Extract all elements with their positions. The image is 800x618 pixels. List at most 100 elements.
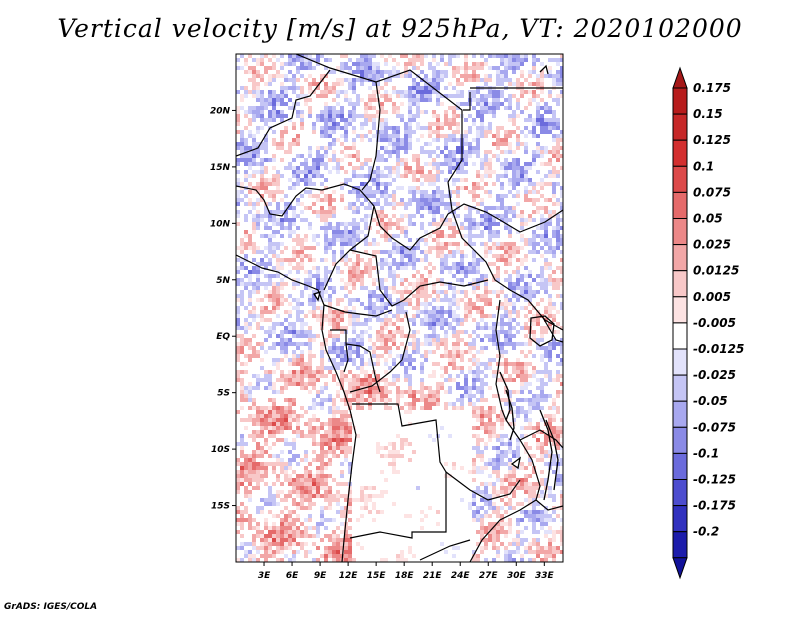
field-cell bbox=[516, 98, 520, 102]
field-cell bbox=[544, 206, 548, 210]
field-cell bbox=[560, 210, 563, 214]
field-cell bbox=[340, 250, 344, 254]
field-cell bbox=[492, 218, 496, 222]
field-cell bbox=[256, 98, 260, 102]
field-cell bbox=[304, 382, 308, 386]
field-cell bbox=[424, 194, 428, 198]
field-cell bbox=[392, 446, 396, 450]
field-cell bbox=[332, 290, 336, 294]
field-cell bbox=[236, 198, 240, 202]
field-cell bbox=[340, 234, 344, 238]
field-cell bbox=[504, 246, 508, 250]
field-cell bbox=[484, 254, 488, 258]
field-cell bbox=[400, 310, 404, 314]
field-cell bbox=[536, 318, 540, 322]
field-cell bbox=[524, 134, 528, 138]
field-cell bbox=[312, 378, 316, 382]
field-cell bbox=[548, 294, 552, 298]
field-cell bbox=[248, 146, 252, 150]
field-cell bbox=[408, 354, 412, 358]
field-cell bbox=[524, 290, 528, 294]
field-cell bbox=[324, 186, 328, 190]
field-cell bbox=[248, 398, 252, 402]
field-cell bbox=[440, 254, 444, 258]
field-cell bbox=[436, 130, 440, 134]
field-cell bbox=[348, 278, 352, 282]
field-cell bbox=[456, 266, 460, 270]
field-cell bbox=[320, 258, 324, 262]
field-cell bbox=[400, 406, 404, 410]
field-cell bbox=[332, 110, 336, 114]
field-cell bbox=[372, 250, 376, 254]
field-cell bbox=[340, 426, 344, 430]
field-cell bbox=[344, 426, 348, 430]
field-cell bbox=[540, 442, 544, 446]
field-cell bbox=[532, 290, 536, 294]
field-cell bbox=[296, 374, 300, 378]
field-cell bbox=[388, 194, 392, 198]
field-cell bbox=[432, 122, 436, 126]
field-cell bbox=[536, 146, 540, 150]
field-cell bbox=[540, 338, 544, 342]
field-cell bbox=[364, 266, 368, 270]
field-cell bbox=[392, 246, 396, 250]
field-cell bbox=[528, 418, 532, 422]
field-cell bbox=[264, 406, 268, 410]
field-cell bbox=[380, 94, 384, 98]
field-cell bbox=[240, 418, 244, 422]
field-cell bbox=[420, 174, 424, 178]
field-cell bbox=[308, 150, 312, 154]
field-cell bbox=[376, 330, 380, 334]
field-cell bbox=[392, 270, 396, 274]
field-cell bbox=[540, 226, 544, 230]
field-cell bbox=[540, 390, 544, 394]
field-cell bbox=[248, 434, 252, 438]
field-cell bbox=[304, 470, 308, 474]
field-cell bbox=[376, 114, 380, 118]
field-cell bbox=[544, 218, 548, 222]
field-cell bbox=[524, 426, 528, 430]
field-cell bbox=[388, 218, 392, 222]
field-cell bbox=[480, 130, 484, 134]
field-cell bbox=[384, 454, 388, 458]
field-cell bbox=[496, 462, 500, 466]
field-cell bbox=[296, 270, 300, 274]
field-cell bbox=[524, 186, 528, 190]
field-cell bbox=[332, 322, 336, 326]
field-cell bbox=[324, 474, 328, 478]
field-cell bbox=[560, 346, 563, 350]
field-cell bbox=[440, 70, 444, 74]
field-cell bbox=[552, 402, 556, 406]
field-cell bbox=[420, 78, 424, 82]
field-cell bbox=[280, 466, 284, 470]
field-cell bbox=[280, 302, 284, 306]
field-cell bbox=[528, 238, 532, 242]
field-cell bbox=[340, 230, 344, 234]
field-cell bbox=[340, 270, 344, 274]
field-cell bbox=[256, 418, 260, 422]
field-cell bbox=[284, 166, 288, 170]
field-cell bbox=[340, 134, 344, 138]
field-cell bbox=[408, 262, 412, 266]
field-cell bbox=[524, 450, 528, 454]
field-cell bbox=[308, 170, 312, 174]
field-cell bbox=[236, 350, 240, 354]
field-cell bbox=[396, 146, 400, 150]
field-cell bbox=[420, 286, 424, 290]
field-cell bbox=[492, 222, 496, 226]
field-cell bbox=[420, 190, 424, 194]
field-cell bbox=[352, 342, 356, 346]
field-cell bbox=[244, 110, 248, 114]
field-cell bbox=[324, 194, 328, 198]
field-cell bbox=[256, 410, 260, 414]
field-cell bbox=[452, 366, 456, 370]
field-cell bbox=[336, 354, 340, 358]
field-cell bbox=[320, 130, 324, 134]
field-cell bbox=[248, 234, 252, 238]
field-cell bbox=[244, 146, 248, 150]
field-cell bbox=[460, 166, 464, 170]
field-cell bbox=[536, 74, 540, 78]
field-cell bbox=[376, 374, 380, 378]
field-cell bbox=[352, 126, 356, 130]
field-cell bbox=[508, 482, 512, 486]
